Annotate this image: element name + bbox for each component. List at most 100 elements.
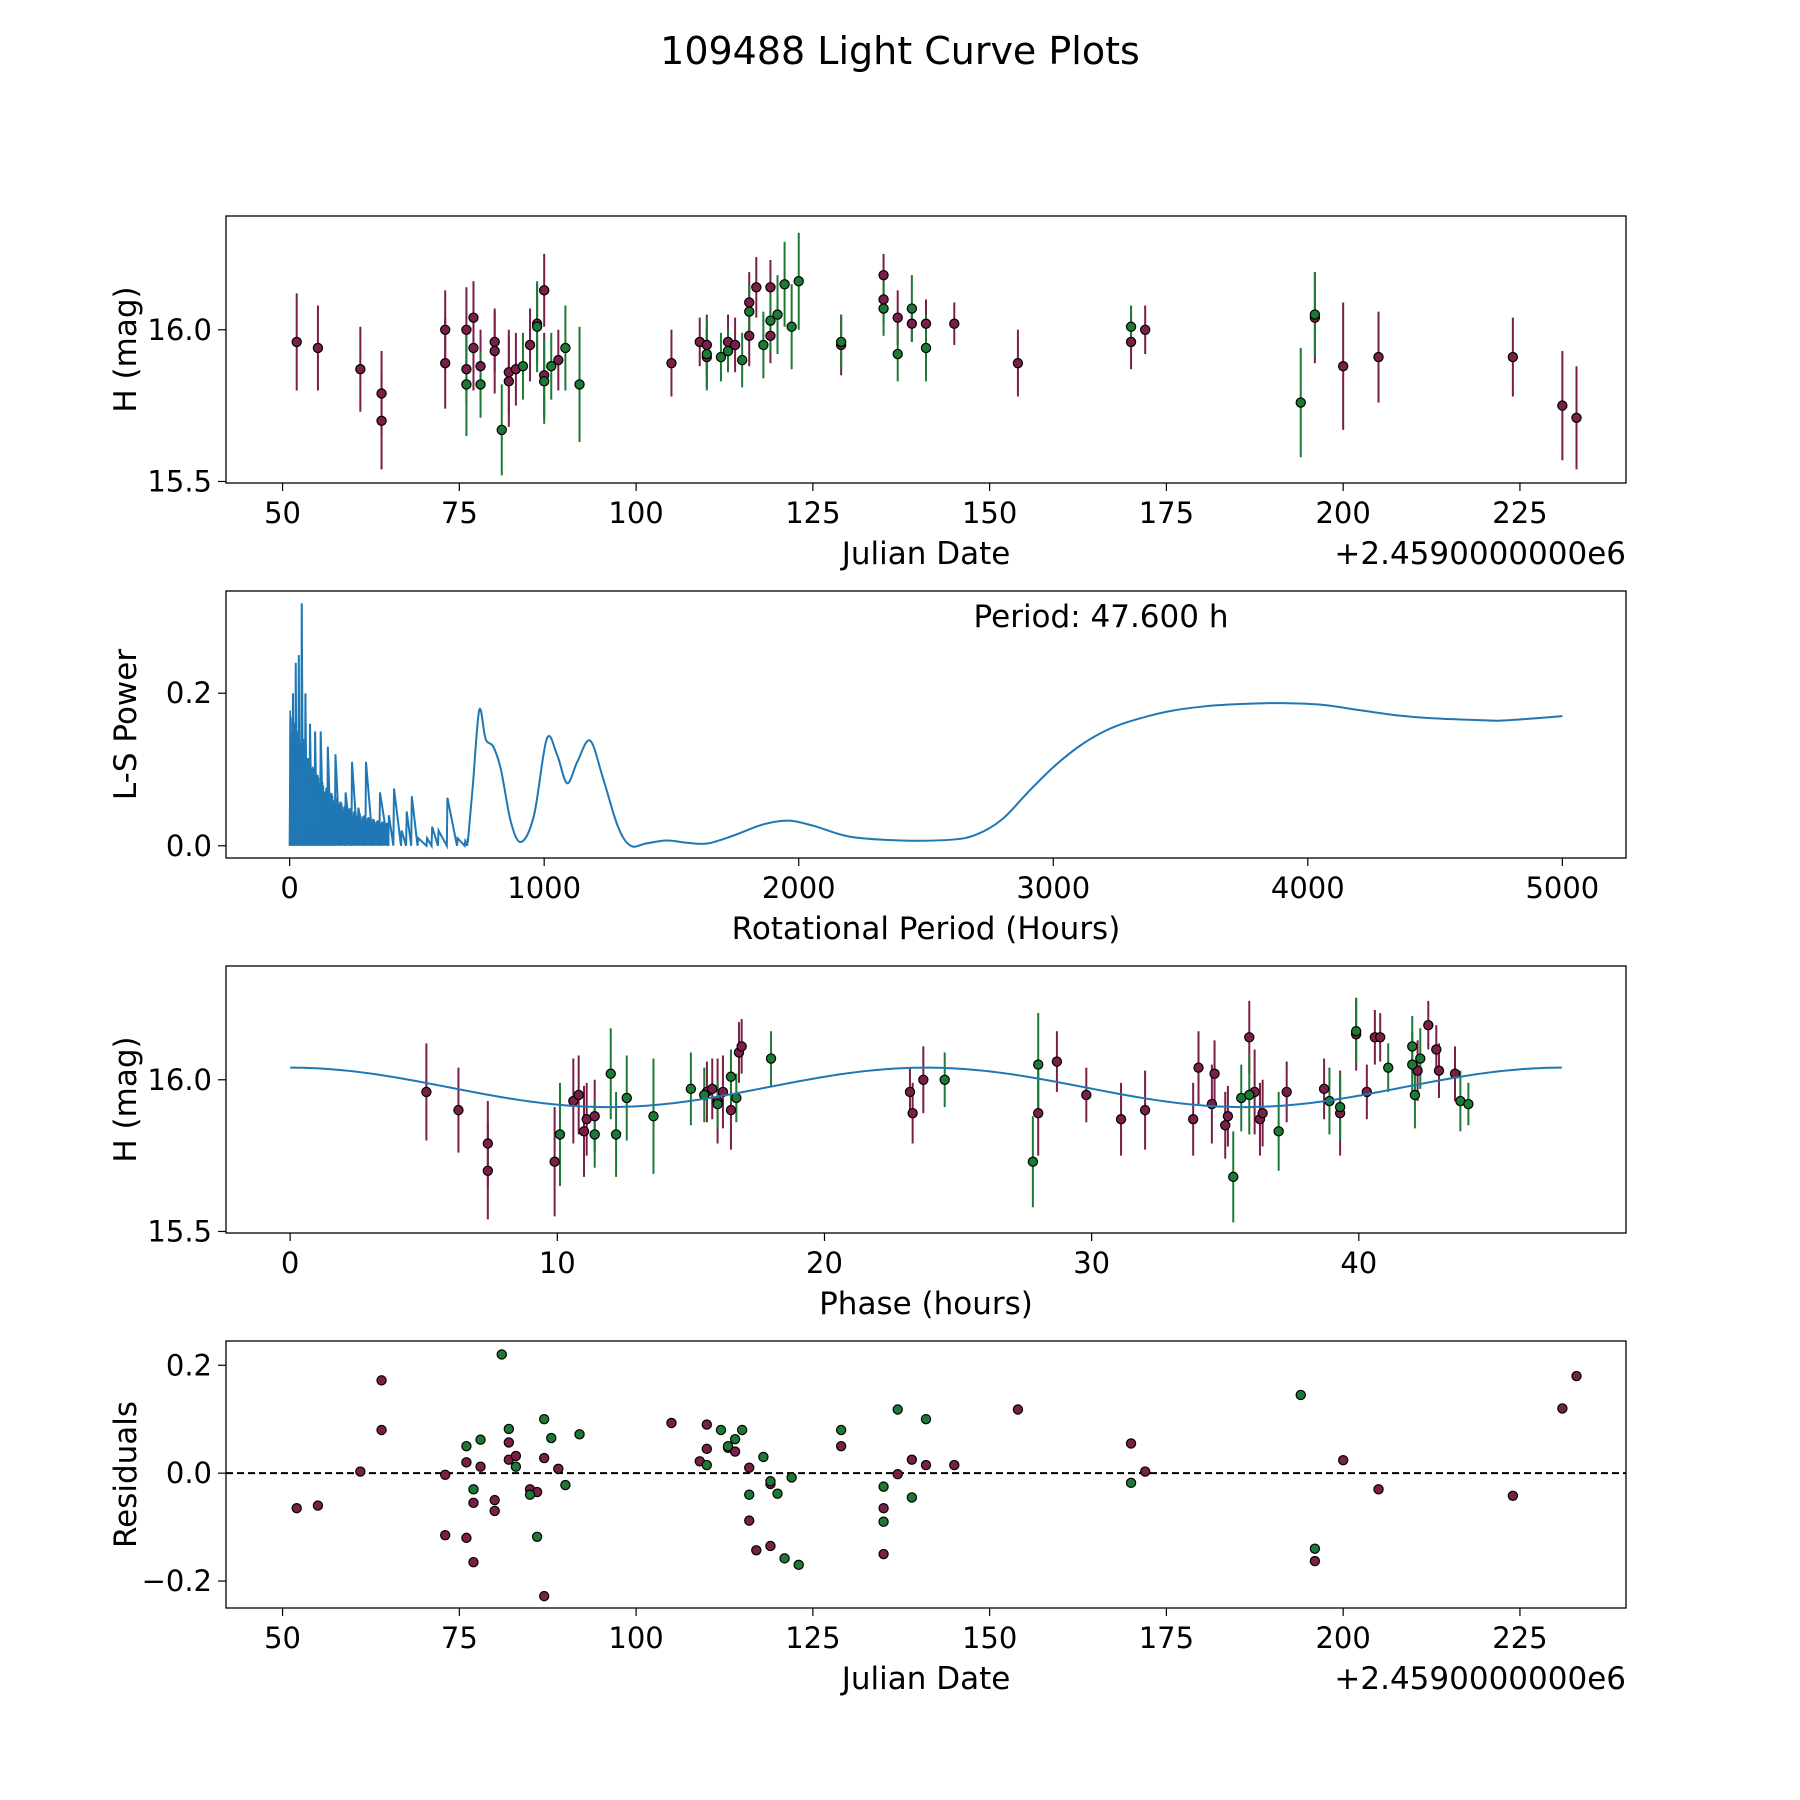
data-point: [744, 1515, 755, 1526]
data-point: [621, 1092, 632, 1104]
data-point: [554, 1129, 566, 1140]
data-point: [517, 360, 529, 372]
x-tick-label: 2000: [762, 871, 836, 905]
model-area: [290, 1066, 1562, 1109]
x-axis-label: Julian Date: [840, 1661, 1011, 1697]
x-tick-label: 5000: [1525, 871, 1599, 905]
x-axis-label: Julian Date: [840, 536, 1011, 572]
data-point: [920, 342, 932, 354]
data-point: [701, 339, 713, 351]
data-point: [666, 1417, 677, 1429]
data-point: [878, 1503, 889, 1514]
data-point: [1373, 1484, 1384, 1495]
data-point: [482, 1138, 494, 1149]
data-point: [510, 1450, 522, 1462]
data-point: [503, 1423, 515, 1435]
x-tick-label: 175: [1139, 496, 1194, 530]
y-tick-label: −0.2: [142, 1564, 212, 1598]
x-tick-label: 30: [1073, 1246, 1110, 1280]
x-tick-label: 40: [1340, 1246, 1377, 1280]
data-point: [722, 345, 734, 357]
data-point: [291, 336, 302, 348]
x-tick-label: 0: [281, 1246, 299, 1280]
data-point: [1337, 360, 1349, 372]
data-point: [553, 354, 564, 366]
data-point: [765, 1476, 776, 1487]
data-point: [715, 351, 727, 363]
data-point: [524, 1489, 536, 1500]
data-point: [355, 1466, 366, 1477]
lightcurve-panel: 50 75 100 125 150 175 200 225 15.5 16.0 Julian Dat…: [108, 215, 1627, 572]
data-point: [610, 1129, 622, 1140]
data-point: [701, 1459, 713, 1471]
data-point: [1115, 1114, 1127, 1125]
data-point: [878, 1481, 889, 1492]
data-point: [489, 345, 500, 357]
data-point: [835, 1424, 847, 1436]
data-point: [744, 1462, 755, 1473]
data-point: [461, 1457, 472, 1468]
data-point: [758, 1451, 769, 1463]
data-point: [751, 282, 762, 293]
data-point: [1257, 1107, 1268, 1119]
data-point: [1463, 1098, 1474, 1110]
data-point: [489, 1505, 500, 1517]
x-tick-label: 225: [1492, 496, 1547, 530]
data-point: [765, 330, 776, 342]
data-point: [892, 312, 903, 323]
data-point: [531, 1531, 543, 1543]
data-point: [1281, 1086, 1292, 1098]
data-point: [1051, 1056, 1063, 1067]
data-point: [1407, 1041, 1418, 1052]
x-tick-label: 4000: [1271, 871, 1345, 905]
data-point: [461, 1532, 472, 1544]
data-point: [376, 1375, 387, 1386]
data-point: [475, 379, 486, 390]
data-point: [685, 1083, 697, 1095]
data-point: [1125, 1438, 1137, 1449]
data-point: [1081, 1089, 1092, 1101]
data-point: [1273, 1126, 1284, 1137]
data-point: [765, 315, 776, 326]
data-point: [503, 376, 515, 387]
data-point: [779, 1553, 790, 1564]
residuals-panel: 50 75 100 125 150 175 200 225 −0.2 0.0 0.2 Julian D…: [108, 1340, 1627, 1697]
data-point: [605, 1068, 616, 1079]
data-point: [489, 1494, 500, 1506]
data-point: [666, 357, 677, 369]
data-point: [291, 1503, 302, 1514]
data-point: [496, 424, 507, 436]
data-point: [589, 1129, 600, 1140]
x-tick-label: 50: [264, 1621, 301, 1655]
periodogram-spikes: [288, 603, 469, 850]
data-point: [725, 1071, 737, 1082]
data-point: [1244, 1089, 1255, 1101]
data-point: [1557, 1403, 1568, 1414]
data-point: [453, 1104, 464, 1116]
data-point: [1337, 1455, 1349, 1466]
data-point: [1222, 1110, 1234, 1122]
data-point: [1571, 412, 1582, 423]
x-tick-label: 100: [608, 496, 663, 530]
data-point: [1012, 1404, 1024, 1415]
axes-frame: [225, 590, 1627, 859]
data-point: [376, 1424, 387, 1436]
phase-panel: 0 10 20 30 40 15.5 16.0 Phase (hours) H (mag): [108, 965, 1627, 1322]
data-point: [475, 1434, 486, 1445]
y-tick-label: 0.2: [166, 1348, 212, 1382]
data-point: [574, 1429, 585, 1440]
data-point: [906, 318, 918, 329]
data-point: [765, 1053, 777, 1064]
data-point: [835, 1440, 847, 1452]
x-tick-label: 200: [1315, 1621, 1370, 1655]
data-point: [729, 339, 741, 351]
data-point: [549, 1156, 560, 1167]
y-tick-label: 15.5: [147, 464, 212, 498]
data-point: [793, 1559, 804, 1571]
data-point: [751, 1545, 762, 1556]
data-area: [291, 1349, 1582, 1602]
data-point: [920, 1459, 932, 1471]
data-point: [1027, 1156, 1039, 1167]
x-tick-label: 1000: [507, 871, 581, 905]
y-tick-label: 0.0: [166, 1456, 212, 1490]
